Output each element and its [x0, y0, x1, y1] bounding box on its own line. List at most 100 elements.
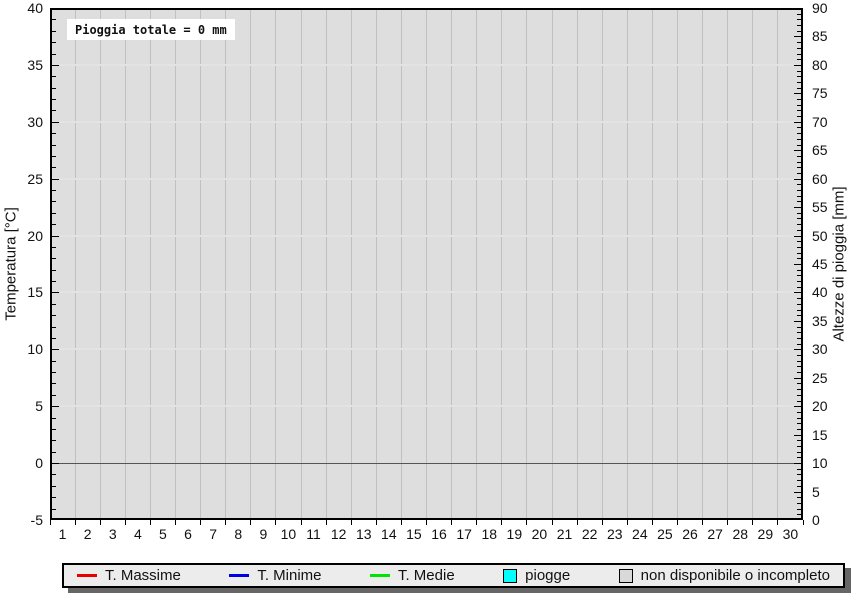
- right-axis-tick: [797, 241, 801, 243]
- legend-box-swatch-icon: [618, 568, 633, 583]
- right-axis-tick: [797, 508, 801, 510]
- right-axis-tick: [794, 178, 801, 180]
- right-axis-tick-label: 80: [812, 56, 828, 73]
- right-axis-tick: [797, 47, 801, 49]
- left-axis-tick: [52, 201, 56, 203]
- right-axis-tick: [797, 286, 801, 288]
- left-axis-tick: [52, 224, 56, 226]
- x-axis-tick: [400, 520, 402, 525]
- right-axis-tick: [797, 99, 801, 101]
- vertical-gridline: [99, 10, 101, 518]
- x-axis-day-label: 10: [280, 526, 297, 542]
- right-axis-tick-label: 90: [812, 0, 828, 16]
- left-axis-tick: [52, 144, 56, 146]
- x-axis-day-label: 17: [456, 526, 472, 542]
- x-axis-tick: [677, 520, 678, 525]
- right-axis-tick: [797, 423, 801, 425]
- left-axis-tick: [52, 235, 59, 237]
- right-axis-tick: [794, 349, 801, 351]
- right-axis-tick: [797, 70, 801, 72]
- right-axis-tick: [794, 93, 801, 95]
- left-axis-tick-label: -5: [30, 512, 43, 528]
- legend-item-label: T. Massime: [105, 567, 181, 584]
- right-axis-tick: [797, 326, 801, 328]
- x-axis-day-label: 1: [58, 526, 67, 542]
- right-axis-tick: [797, 400, 801, 402]
- x-axis-day-label: 29: [757, 526, 774, 542]
- right-axis-tick: [797, 343, 801, 345]
- right-axis-tick: [797, 303, 801, 305]
- zero-degree-line: [52, 463, 801, 465]
- left-axis-tick: [52, 485, 56, 487]
- vertical-gridline: [275, 10, 277, 518]
- right-axis-tick: [797, 30, 801, 32]
- vertical-gridline: [702, 10, 704, 518]
- left-axis-tick: [52, 451, 56, 453]
- vertical-gridline: [476, 10, 478, 518]
- x-axis-tick: [250, 520, 252, 525]
- right-axis-tick: [797, 184, 801, 186]
- left-axis-tick-label: 0: [35, 455, 43, 472]
- x-axis-tick: [225, 520, 227, 525]
- legend-item-label: piogge: [525, 567, 571, 584]
- right-axis-tick: [797, 258, 801, 260]
- x-axis-tick: [626, 520, 628, 525]
- vertical-gridline: [325, 10, 327, 518]
- x-axis-day-label: 8: [234, 526, 243, 542]
- right-axis-tick: [797, 81, 801, 83]
- x-axis-day-label: 13: [355, 526, 372, 542]
- right-axis-tick: [797, 133, 801, 135]
- x-axis-tick: [175, 520, 176, 525]
- vertical-gridline: [350, 10, 352, 518]
- left-axis-tick-label: 35: [27, 56, 43, 73]
- x-axis-day-label: 4: [133, 526, 142, 542]
- x-axis-tick: [777, 520, 779, 525]
- right-axis-tick: [797, 144, 801, 146]
- legend-box-swatch-icon: [503, 568, 518, 583]
- right-axis-tick: [794, 406, 801, 408]
- x-axis-tick: [727, 520, 729, 525]
- x-axis-tick: [149, 520, 151, 525]
- left-axis-title: Temperatura [°C]: [2, 207, 20, 321]
- right-axis-tick: [797, 360, 801, 362]
- legend-item: T. Minime: [229, 567, 322, 584]
- right-axis-tick: [797, 315, 801, 317]
- vertical-gridline: [551, 10, 553, 518]
- right-axis-tick: [797, 446, 801, 448]
- right-axis-tick: [797, 138, 801, 140]
- left-axis-tick-label: 40: [27, 0, 43, 16]
- right-axis-tick: [797, 389, 801, 391]
- left-axis-tick: [52, 337, 56, 339]
- left-axis-tick-label: 25: [27, 170, 43, 187]
- right-axis-tick: [797, 474, 801, 476]
- right-axis-tick-label: 85: [812, 28, 828, 45]
- right-axis-tick-label: 55: [812, 199, 828, 216]
- vertical-gridline: [526, 10, 528, 518]
- right-axis-tick: [797, 309, 801, 311]
- x-axis-day-label: 15: [406, 526, 422, 542]
- left-axis-tick: [52, 428, 56, 430]
- left-axis-tick: [52, 19, 56, 21]
- right-axis-tick-label: 70: [812, 113, 828, 130]
- right-axis-tick: [797, 25, 801, 27]
- right-axis-tick: [797, 411, 801, 413]
- right-axis-tick-label: 75: [812, 85, 828, 102]
- x-axis-tick: [300, 520, 302, 525]
- vertical-gridline: [74, 10, 76, 518]
- left-axis-tick: [52, 76, 56, 78]
- x-axis-day-label: 2: [83, 526, 92, 542]
- right-axis-tick: [797, 87, 801, 89]
- legend-item: T. Medie: [369, 567, 455, 584]
- right-axis-tick-label: 15: [812, 426, 828, 443]
- vertical-gridline: [451, 10, 453, 518]
- right-axis-tick: [797, 298, 801, 300]
- left-axis-tick: [52, 30, 56, 32]
- right-axis-tick: [797, 281, 801, 283]
- right-axis-tick: [797, 480, 801, 482]
- x-axis-day-label: 23: [606, 526, 623, 542]
- vertical-gridline: [175, 10, 176, 518]
- right-axis-tick: [797, 451, 801, 453]
- legend-line-swatch-icon: [77, 574, 97, 577]
- right-axis-tick: [797, 19, 801, 21]
- vertical-gridline: [300, 10, 302, 518]
